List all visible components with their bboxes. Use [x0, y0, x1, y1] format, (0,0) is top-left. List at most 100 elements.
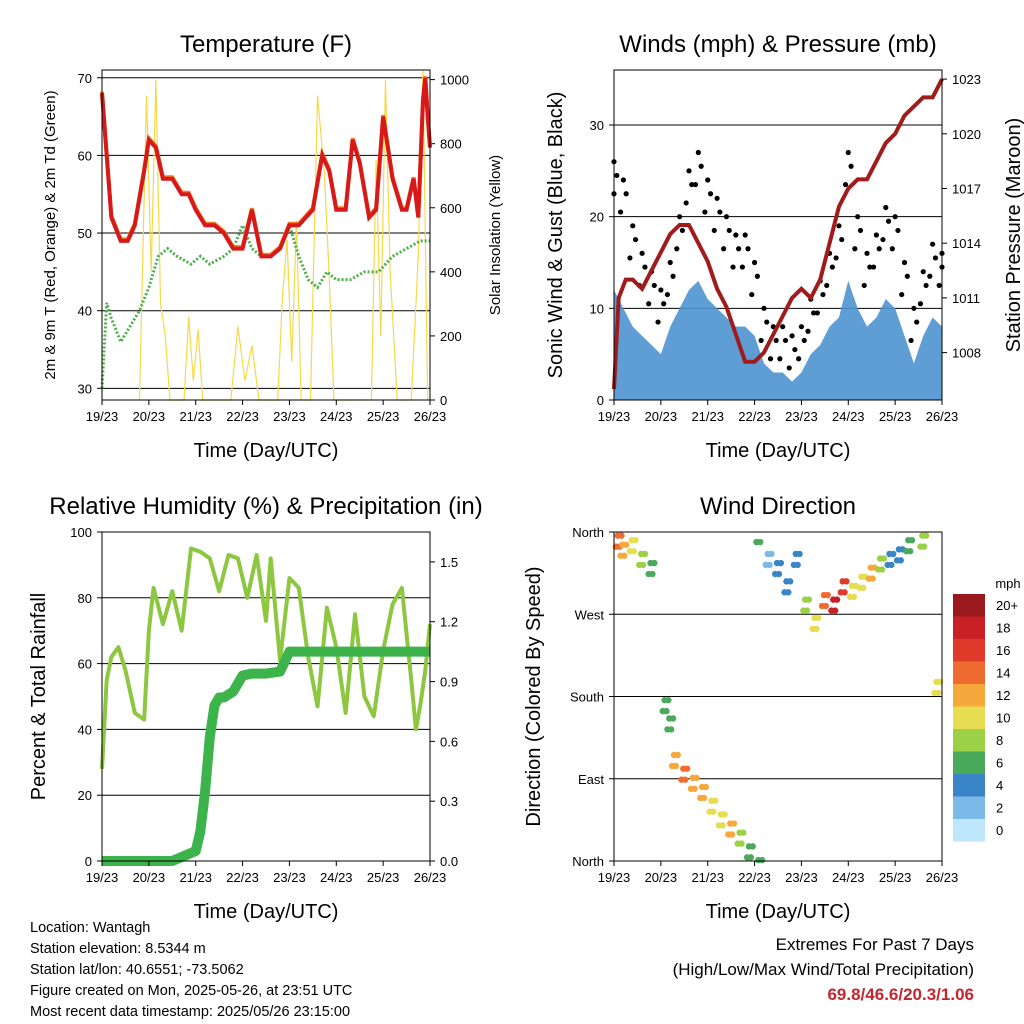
direction-point — [712, 797, 719, 804]
x-tick-label: 24/23 — [832, 409, 865, 424]
series-gust-point — [658, 287, 664, 293]
direction-point — [756, 538, 764, 546]
series-gust-point — [880, 236, 886, 243]
direction-point — [890, 550, 897, 558]
y-axis-label: Sonic Wind & Gust (Blue, Black) — [545, 92, 567, 379]
x-axis-label: Time (Day/UTC) — [194, 901, 339, 923]
series-gust-point — [814, 310, 820, 316]
legend-label: 8 — [996, 733, 1003, 748]
series-gust-point — [845, 149, 851, 156]
legend-label: 4 — [996, 778, 1003, 793]
direction-point — [860, 584, 867, 591]
legend-swatch — [953, 774, 985, 797]
y-tick-label: West — [575, 607, 605, 622]
series-gust-point — [627, 255, 633, 261]
direction-point — [922, 532, 930, 539]
series-gust-point — [677, 214, 683, 220]
series-gust-point — [758, 337, 764, 344]
series-gust-point — [698, 163, 704, 169]
series-rh-line — [100, 546, 432, 769]
recent-timestamp-text: Most recent data timestamp: 2025/05/26 2… — [30, 1004, 351, 1020]
y2-tick-label: 0.9 — [440, 675, 458, 690]
series-gust-point — [754, 273, 760, 279]
direction-point — [803, 607, 811, 614]
legend-swatch — [953, 594, 985, 617]
chart-title: Winds (mph) & Pressure (mb) — [619, 31, 936, 58]
y2-tick-label: 1014 — [952, 236, 981, 251]
y2-tick-label: 1020 — [952, 127, 981, 142]
series-gust-point — [711, 227, 717, 234]
y-tick-label: North — [572, 525, 604, 540]
direction-point — [897, 557, 904, 564]
series-gust-point — [824, 282, 830, 289]
y-tick-label: 0 — [85, 854, 92, 869]
extremes-subtitle: (High/Low/Max Wind/Total Precipitation) — [672, 960, 974, 979]
legend-label: 14 — [996, 666, 1010, 681]
direction-point — [682, 776, 689, 783]
direction-point — [880, 555, 888, 562]
series-gust-point — [651, 282, 657, 289]
y2-tick-label: 400 — [440, 265, 462, 280]
x-tick-label: 20/23 — [133, 409, 166, 424]
direction-point — [651, 559, 658, 567]
x-tick-label: 21/23 — [691, 409, 724, 424]
series-gust-point — [857, 227, 864, 234]
elevation-text: Station elevation: 8.5344 m — [30, 941, 206, 957]
series-gust-point — [646, 301, 652, 307]
legend-swatch — [953, 751, 985, 774]
series-gust-point — [664, 291, 671, 298]
x-tick-label: 26/23 — [926, 409, 959, 424]
series-gust-point — [861, 282, 867, 289]
direction-point — [702, 783, 710, 791]
series-gust-point — [901, 259, 908, 266]
direction-point — [674, 751, 681, 759]
y2-tick-label: 1011 — [952, 291, 980, 306]
series-gust-point — [792, 346, 798, 353]
series-gust-point — [855, 214, 861, 220]
direction-point — [815, 614, 822, 622]
series-gust-point — [717, 209, 723, 215]
x-tick-label: 23/23 — [785, 409, 818, 424]
series-gust-point — [811, 310, 817, 316]
series-gust-point — [908, 337, 914, 344]
series-gust-point — [674, 246, 680, 252]
series-gust-point — [904, 273, 910, 279]
series-gust-point — [630, 223, 636, 229]
x-tick-label: 23/23 — [273, 870, 306, 885]
series-gust-point — [683, 200, 689, 206]
direction-point — [805, 596, 813, 603]
series-gust-point — [932, 255, 939, 261]
x-tick-label: 22/23 — [738, 870, 771, 885]
y-tick-label: 20 — [590, 210, 604, 225]
series-gust-point — [723, 214, 730, 220]
series-gust-point — [936, 282, 942, 289]
y-tick-label: 40 — [78, 304, 92, 319]
direction-point — [721, 811, 728, 818]
x-tick-label: 23/23 — [273, 409, 306, 424]
direction-point — [833, 596, 841, 603]
x-tick-label: 20/23 — [133, 870, 166, 885]
series-gust-point — [895, 227, 901, 234]
direction-point — [796, 550, 803, 558]
legend-label: 18 — [996, 621, 1010, 636]
series-gust-point — [761, 305, 767, 311]
series-gust-point — [736, 246, 742, 252]
series-gust-point — [782, 337, 789, 344]
legend-swatch — [953, 684, 985, 707]
latlon-text: Station lat/lon: 40.6551; -73.5062 — [30, 962, 244, 978]
series-gust-point — [692, 181, 699, 188]
series-gust-point — [899, 291, 905, 298]
x-tick-label: 23/23 — [785, 870, 818, 885]
direction-point — [738, 840, 745, 847]
series-gust-point — [773, 337, 779, 344]
direction-point — [710, 808, 717, 815]
x-tick-label: 26/23 — [414, 870, 447, 885]
series-gust-point — [889, 246, 895, 252]
x-tick-label: 26/23 — [414, 409, 447, 424]
x-tick-label: 19/23 — [86, 870, 119, 885]
series-gust-point — [733, 232, 739, 238]
x-tick-label: 25/23 — [367, 870, 400, 885]
legend-swatch — [953, 706, 985, 729]
direction-point — [766, 561, 773, 569]
